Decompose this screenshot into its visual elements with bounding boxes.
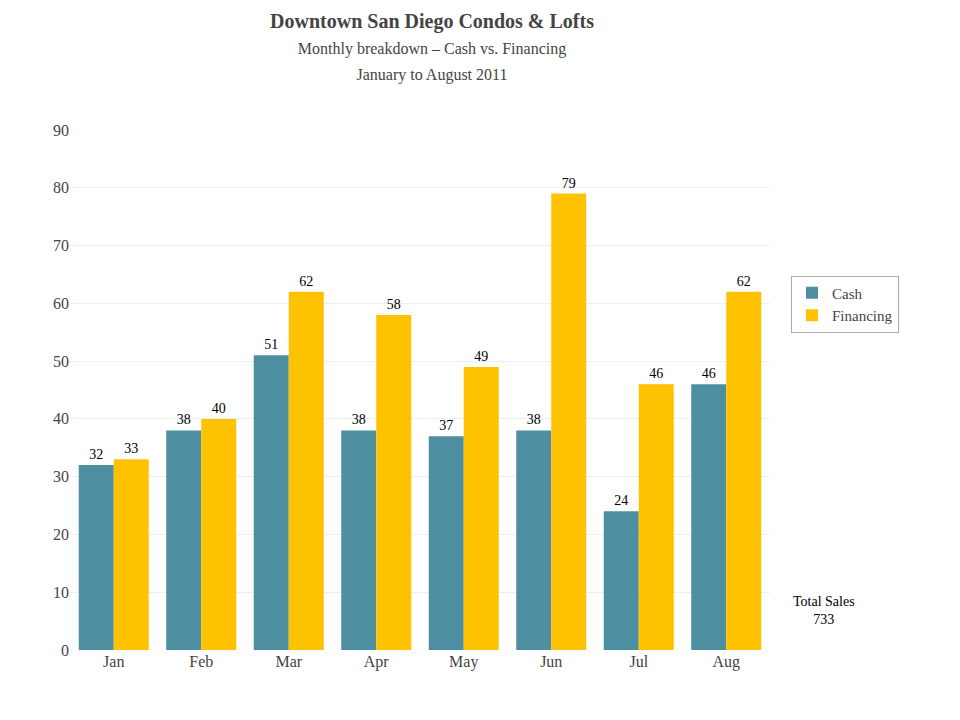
svg-text:49: 49 xyxy=(474,349,488,364)
svg-text:20: 20 xyxy=(53,526,69,543)
svg-text:Cash: Cash xyxy=(832,286,863,302)
svg-text:Jul: Jul xyxy=(629,653,648,670)
svg-text:30: 30 xyxy=(53,468,69,485)
svg-text:Jan: Jan xyxy=(103,653,124,670)
svg-text:60: 60 xyxy=(53,295,69,312)
svg-text:40: 40 xyxy=(53,410,69,427)
svg-text:Financing: Financing xyxy=(832,308,892,324)
svg-text:33: 33 xyxy=(124,441,138,456)
svg-text:24: 24 xyxy=(614,493,628,508)
svg-text:Aug: Aug xyxy=(712,653,740,671)
svg-text:38: 38 xyxy=(177,412,191,427)
svg-text:90: 90 xyxy=(53,122,69,139)
svg-text:Apr: Apr xyxy=(364,653,390,671)
svg-text:40: 40 xyxy=(212,401,226,416)
svg-text:32: 32 xyxy=(89,447,103,462)
svg-text:Feb: Feb xyxy=(189,653,213,670)
svg-text:58: 58 xyxy=(387,297,401,312)
svg-text:46: 46 xyxy=(702,366,716,381)
svg-text:Mar: Mar xyxy=(275,653,302,670)
svg-text:May: May xyxy=(449,653,478,671)
svg-text:62: 62 xyxy=(299,274,313,289)
svg-text:79: 79 xyxy=(562,176,576,191)
svg-text:51: 51 xyxy=(264,337,278,352)
svg-text:Jun: Jun xyxy=(540,653,562,670)
svg-text:50: 50 xyxy=(53,353,69,370)
svg-text:10: 10 xyxy=(53,584,69,601)
svg-text:62: 62 xyxy=(737,274,751,289)
svg-text:Total Sales733: Total Sales733 xyxy=(793,594,855,627)
svg-text:80: 80 xyxy=(53,179,69,196)
svg-text:37: 37 xyxy=(439,418,453,433)
svg-text:70: 70 xyxy=(53,237,69,254)
svg-text:38: 38 xyxy=(352,412,366,427)
svg-text:Downtown San Diego Condos & Lo: Downtown San Diego Condos & LoftsMonthly… xyxy=(270,10,594,84)
svg-text:0: 0 xyxy=(61,642,69,659)
svg-text:46: 46 xyxy=(649,366,663,381)
svg-text:38: 38 xyxy=(527,412,541,427)
